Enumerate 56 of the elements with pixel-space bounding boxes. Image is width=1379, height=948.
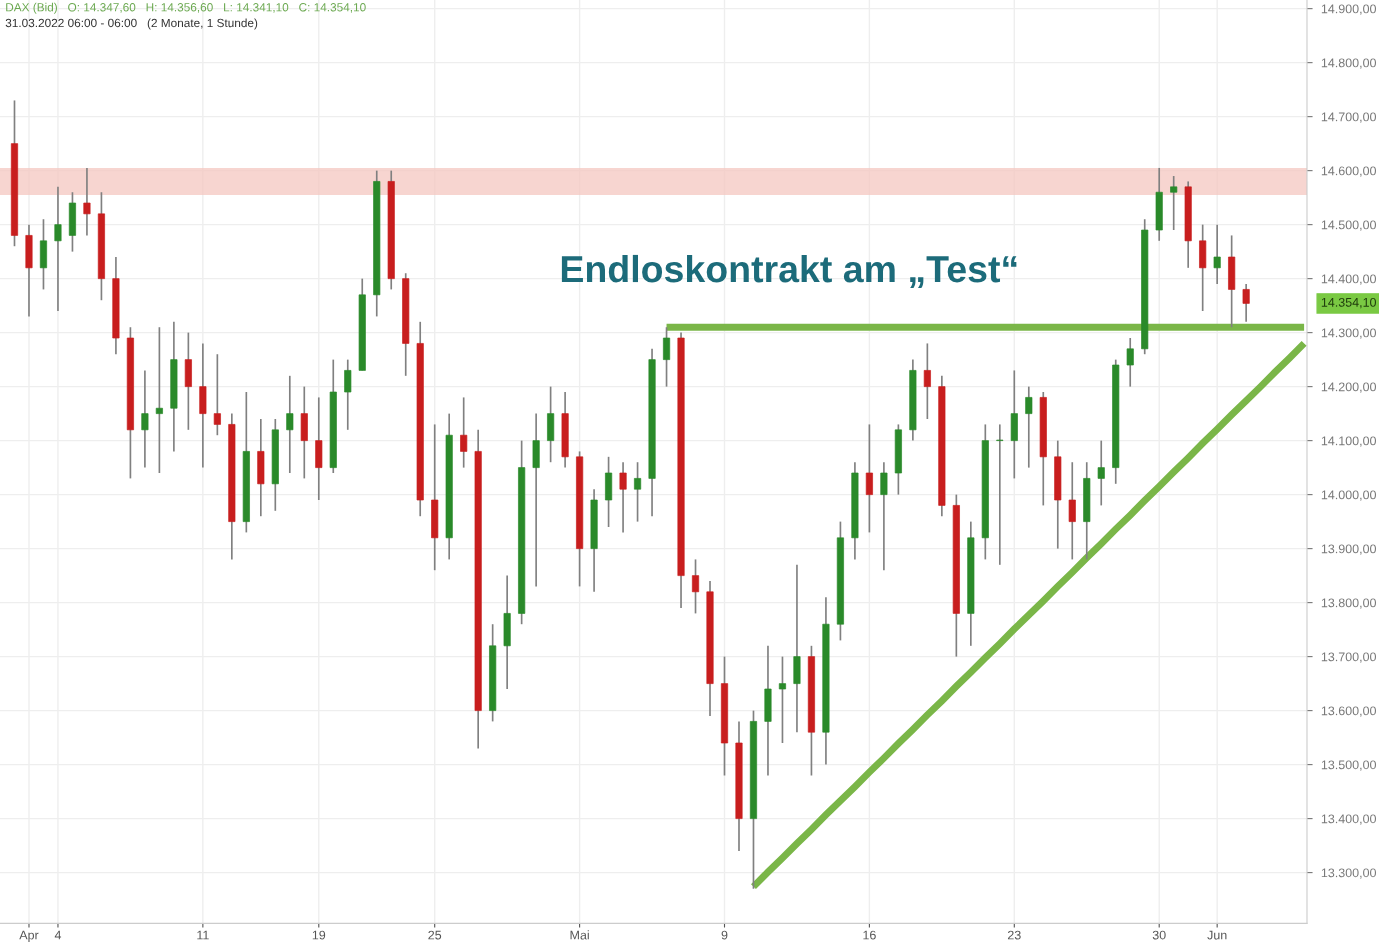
y-tick-label: 14.600,00 [1321,166,1377,177]
x-tick-label: 11 [197,930,209,940]
candlestick [460,396,468,469]
candlestick [1213,223,1221,285]
candlestick [619,461,627,534]
y-tick-label: 14.100,00 [1321,436,1377,447]
candlestick [1126,337,1134,388]
candlestick [83,167,91,237]
candlestick [54,185,62,312]
text: 31.03.2022 06:00 - 06:00 (2 Monate, 1 Stunde) [5,18,258,30]
candlestick [1242,283,1250,323]
y-tick-label: 14.500,00 [1321,220,1377,231]
candlestick [691,558,700,615]
x-tick-label: 30 [1152,930,1166,940]
x-tick-label: Jun [1207,930,1227,940]
y-tick-label: 13.800,00 [1321,598,1377,609]
y-tick-label: 13.900,00 [1321,544,1377,555]
x-tick-label: 23 [1007,930,1021,940]
candlestick [663,326,671,388]
y-tick-label: 13.400,00 [1321,814,1377,825]
y-tick-label: 14.000,00 [1321,490,1377,501]
candlestick [923,342,931,420]
x-tick-label: 25 [428,930,442,940]
x-tick-label: 19 [312,930,326,940]
y-tick-label: 14.900,00 [1321,4,1377,15]
text: 14.354,10 [1321,297,1377,309]
candlestick [344,358,352,431]
candlestick [634,461,642,523]
candlestick [155,326,163,474]
candlestick [1170,175,1178,231]
y-tick-label: 14.800,00 [1321,58,1377,69]
candlestick [865,423,873,534]
x-tick-label: Apr [19,930,39,942]
annotation: Endloskontrakt am „Test“ [561,254,1017,288]
y-tick-label: 13.300,00 [1321,868,1377,879]
x-tick-label: 16 [863,930,876,940]
y-tick-label: 14.300,00 [1321,328,1377,339]
y-tick-label: 13.700,00 [1321,652,1377,663]
x-tick-label: 9 [721,930,728,940]
chart-title: DAX (Bid) O: 14.347,60 H: 14.356,60 L: 14.341,10 C: 14.354,10 [6,2,366,14]
y-tick-label: 13.500,00 [1321,760,1377,771]
x-tick-label: Mai [570,930,589,940]
candlestick [141,369,149,469]
y-tick-label: 13.600,00 [1321,706,1377,717]
x-tick-label: 4 [54,930,62,940]
y-tick-label: 14.400,00 [1321,274,1377,285]
candlestick [778,655,786,744]
candlestick [1025,385,1033,469]
candlestick [996,423,1004,566]
candlestick [213,353,221,437]
y-tick-label: 14.200,00 [1321,382,1377,393]
candlestick [880,461,888,572]
candlestick [1068,461,1076,561]
candlestick [286,374,294,474]
y-tick-label: 14.700,00 [1321,112,1377,123]
candlestick [1097,439,1105,507]
